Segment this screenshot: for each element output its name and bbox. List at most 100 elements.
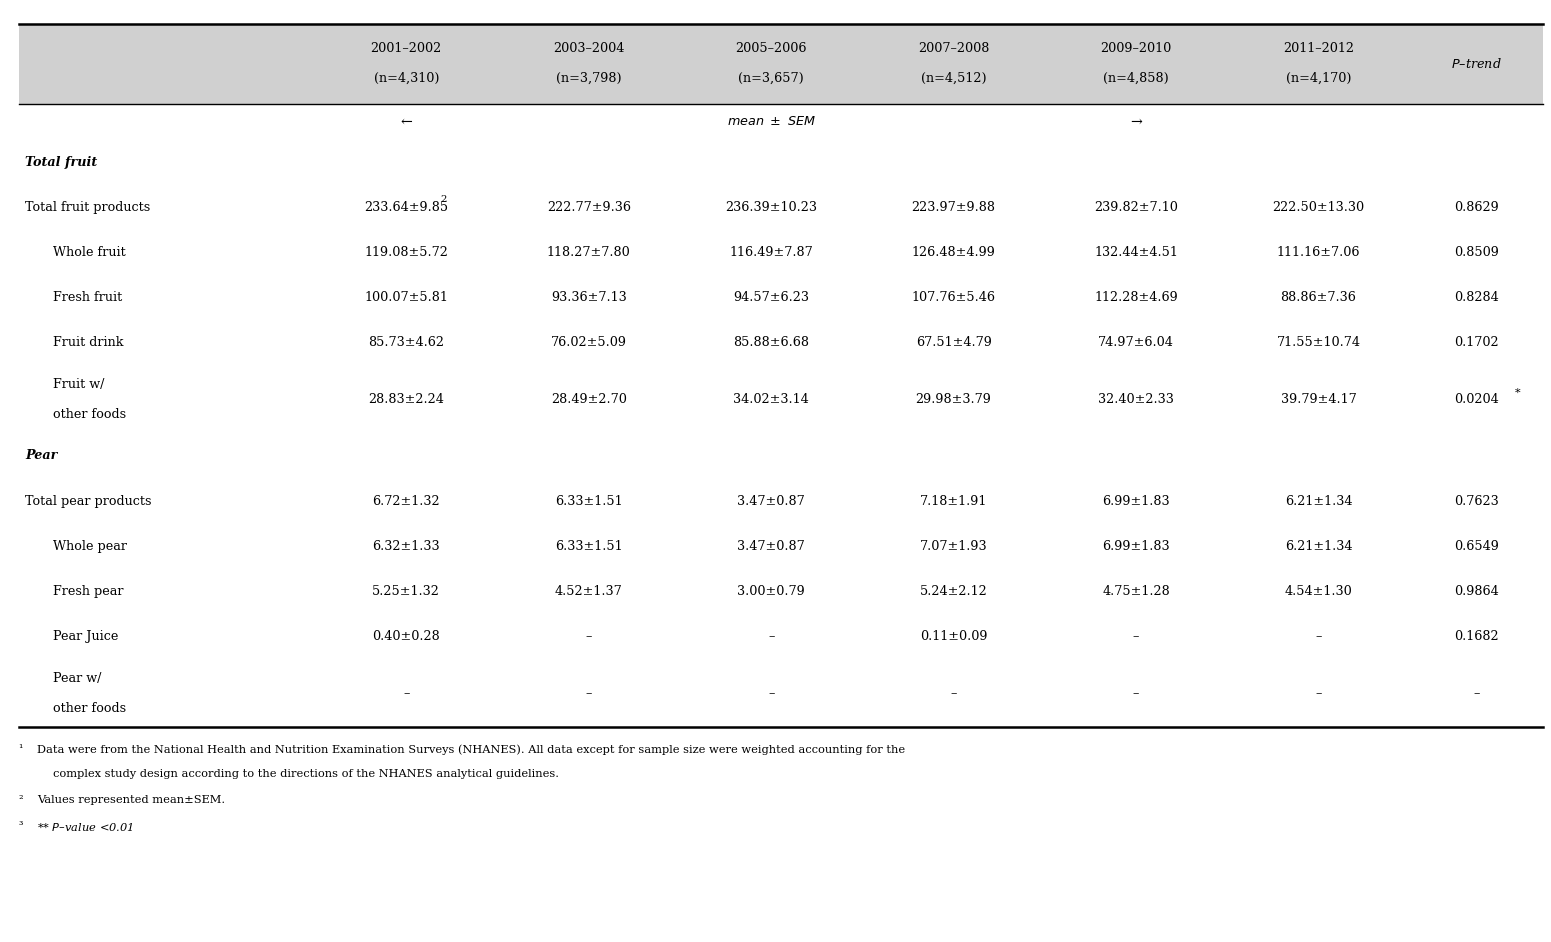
Text: –: – <box>951 687 957 700</box>
Text: 2003–2004: 2003–2004 <box>554 42 625 55</box>
Text: 2: 2 <box>440 195 447 204</box>
Text: ←: ← <box>400 115 413 128</box>
Text: 0.8629: 0.8629 <box>1455 201 1498 214</box>
Text: 93.36±7.13: 93.36±7.13 <box>551 291 627 304</box>
Text: (n=4,310): (n=4,310) <box>374 73 439 85</box>
Text: 76.02±5.09: 76.02±5.09 <box>551 336 627 349</box>
Text: 85.73±4.62: 85.73±4.62 <box>368 336 444 349</box>
Text: 6.33±1.51: 6.33±1.51 <box>555 495 622 508</box>
Text: 4.52±1.37: 4.52±1.37 <box>555 585 622 598</box>
Text: –: – <box>1315 630 1321 643</box>
Text: complex study design according to the directions of the NHANES analytical guidel: complex study design according to the di… <box>53 769 558 779</box>
Text: 4.75±1.28: 4.75±1.28 <box>1103 585 1169 598</box>
Text: 3.47±0.87: 3.47±0.87 <box>737 495 805 508</box>
Text: 0.9864: 0.9864 <box>1455 585 1498 598</box>
Text: 5.25±1.32: 5.25±1.32 <box>372 585 440 598</box>
Text: Data were from the National Health and Nutrition Examination Surveys (NHANES). A: Data were from the National Health and N… <box>37 744 906 755</box>
Text: Total fruit: Total fruit <box>25 155 98 169</box>
Text: Whole pear: Whole pear <box>53 540 127 553</box>
Text: 0.8509: 0.8509 <box>1453 246 1498 259</box>
Text: –: – <box>586 687 592 700</box>
Text: Fruit drink: Fruit drink <box>53 336 123 349</box>
Text: 6.32±1.33: 6.32±1.33 <box>372 540 440 553</box>
Text: –: – <box>1132 630 1140 643</box>
Text: 5.24±2.12: 5.24±2.12 <box>920 585 988 598</box>
Text: 0.1702: 0.1702 <box>1455 336 1498 349</box>
Text: 85.88±6.68: 85.88±6.68 <box>734 336 810 349</box>
Text: 32.40±2.33: 32.40±2.33 <box>1098 393 1174 406</box>
Text: 236.39±10.23: 236.39±10.23 <box>726 201 817 214</box>
Text: $mean\ \pm\ SEM$: $mean\ \pm\ SEM$ <box>727 115 816 128</box>
Text: –: – <box>1315 687 1321 700</box>
Text: 3.47±0.87: 3.47±0.87 <box>737 540 805 553</box>
Text: 112.28±4.69: 112.28±4.69 <box>1093 291 1177 304</box>
Text: (n=3,657): (n=3,657) <box>738 73 803 85</box>
Text: 4.54±1.30: 4.54±1.30 <box>1284 585 1352 598</box>
Text: –: – <box>586 630 592 643</box>
Text: 71.55±10.74: 71.55±10.74 <box>1276 336 1360 349</box>
Text: 107.76±5.46: 107.76±5.46 <box>912 291 996 304</box>
Text: –: – <box>768 630 774 643</box>
Text: 0.7623: 0.7623 <box>1455 495 1498 508</box>
Text: 6.72±1.32: 6.72±1.32 <box>372 495 440 508</box>
Text: 0.6549: 0.6549 <box>1453 540 1498 553</box>
Text: –: – <box>1473 687 1480 700</box>
Text: ²: ² <box>19 795 23 805</box>
Text: –: – <box>768 687 774 700</box>
Text: 0.1682: 0.1682 <box>1455 630 1498 643</box>
Text: Pear: Pear <box>25 449 57 463</box>
Text: 0.11±0.09: 0.11±0.09 <box>920 630 988 643</box>
Text: 239.82±7.10: 239.82±7.10 <box>1093 201 1177 214</box>
Text: 6.21±1.34: 6.21±1.34 <box>1284 495 1352 508</box>
Text: 2011–2012: 2011–2012 <box>1283 42 1354 55</box>
Text: 29.98±3.79: 29.98±3.79 <box>915 393 991 406</box>
Text: 6.99±1.83: 6.99±1.83 <box>1103 495 1169 508</box>
Text: 0.40±0.28: 0.40±0.28 <box>372 630 440 643</box>
Text: Whole fruit: Whole fruit <box>53 246 126 259</box>
Text: (n=4,170): (n=4,170) <box>1286 73 1351 85</box>
Text: Values represented mean±SEM.: Values represented mean±SEM. <box>37 795 225 805</box>
Text: 2009–2010: 2009–2010 <box>1100 42 1171 55</box>
Text: 222.77±9.36: 222.77±9.36 <box>546 201 631 214</box>
Text: (n=4,512): (n=4,512) <box>921 73 986 85</box>
Text: 6.21±1.34: 6.21±1.34 <box>1284 540 1352 553</box>
Text: ³: ³ <box>19 821 23 832</box>
Text: 28.83±2.24: 28.83±2.24 <box>368 393 444 406</box>
Text: 2005–2006: 2005–2006 <box>735 42 807 55</box>
Text: 74.97±6.04: 74.97±6.04 <box>1098 336 1174 349</box>
Text: Fruit w/: Fruit w/ <box>53 378 104 391</box>
Text: –: – <box>403 687 409 700</box>
Text: ** $P$–value <0.01: ** $P$–value <0.01 <box>37 821 133 834</box>
Text: Fresh fruit: Fresh fruit <box>53 291 123 304</box>
Text: 34.02±3.14: 34.02±3.14 <box>734 393 810 406</box>
Bar <box>19 24 1543 104</box>
Text: 2007–2008: 2007–2008 <box>918 42 990 55</box>
Text: –: – <box>1132 687 1140 700</box>
Text: 6.33±1.51: 6.33±1.51 <box>555 540 622 553</box>
Text: ¹: ¹ <box>19 744 23 755</box>
Text: 111.16±7.06: 111.16±7.06 <box>1276 246 1360 259</box>
Text: 222.50±13.30: 222.50±13.30 <box>1272 201 1365 214</box>
Text: 88.86±7.36: 88.86±7.36 <box>1281 291 1357 304</box>
Text: other foods: other foods <box>53 702 126 715</box>
Text: 6.99±1.83: 6.99±1.83 <box>1103 540 1169 553</box>
Text: Pear w/: Pear w/ <box>53 672 101 685</box>
Text: 39.79±4.17: 39.79±4.17 <box>1281 393 1356 406</box>
Text: 0.0204: 0.0204 <box>1455 393 1498 406</box>
Text: 126.48±4.99: 126.48±4.99 <box>912 246 996 259</box>
Text: 119.08±5.72: 119.08±5.72 <box>364 246 448 259</box>
Text: (n=3,798): (n=3,798) <box>555 73 622 85</box>
Text: 67.51±4.79: 67.51±4.79 <box>915 336 991 349</box>
Text: Total pear products: Total pear products <box>25 495 152 508</box>
Text: (n=4,858): (n=4,858) <box>1103 73 1169 85</box>
Text: Total fruit products: Total fruit products <box>25 201 150 214</box>
Text: 233.64±9.85: 233.64±9.85 <box>364 201 448 214</box>
Text: other foods: other foods <box>53 408 126 421</box>
Text: 100.07±5.81: 100.07±5.81 <box>364 291 448 304</box>
Text: 7.07±1.93: 7.07±1.93 <box>920 540 988 553</box>
Text: 2001–2002: 2001–2002 <box>371 42 442 55</box>
Text: Fresh pear: Fresh pear <box>53 585 123 598</box>
Text: *: * <box>1515 388 1522 398</box>
Text: 3.00±0.79: 3.00±0.79 <box>737 585 805 598</box>
Text: 116.49±7.87: 116.49±7.87 <box>729 246 813 259</box>
